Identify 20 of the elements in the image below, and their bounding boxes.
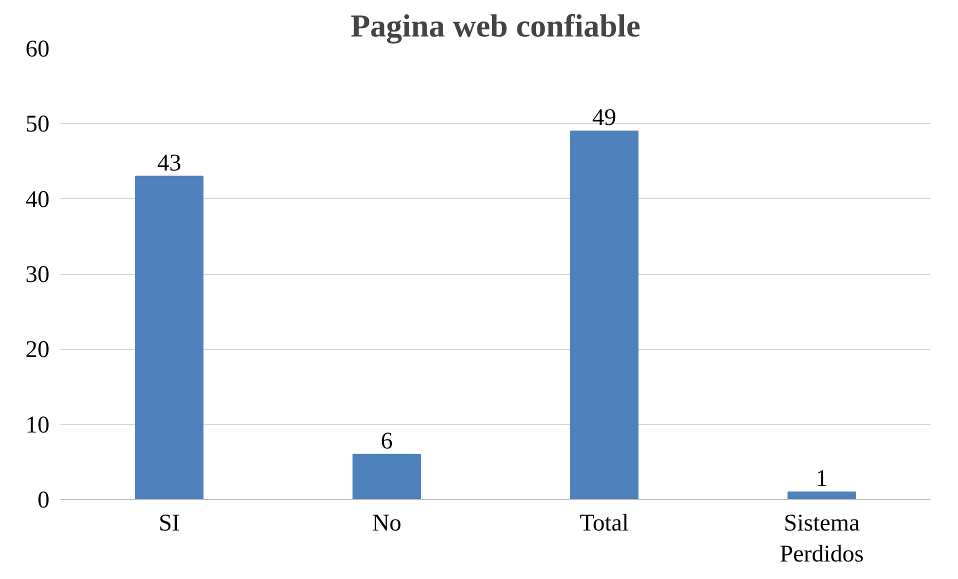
y-tick-label: 30 <box>26 262 50 288</box>
chart-title: Pagina web confiable <box>350 8 640 44</box>
x-tick-label: Sistema Perdidos <box>780 510 864 568</box>
bar <box>135 176 204 500</box>
data-label: 1 <box>816 466 828 492</box>
y-tick-label: 40 <box>26 186 50 213</box>
x-tick-label: SI <box>158 510 180 536</box>
y-tick-label: 0 <box>38 488 50 514</box>
bar <box>788 491 856 500</box>
bar <box>570 130 638 500</box>
x-tick-label: Total <box>580 510 630 536</box>
y-tick-label: 60 <box>26 36 50 62</box>
bar <box>352 454 421 500</box>
y-tick-label: 10 <box>26 412 50 438</box>
data-label: 6 <box>380 428 393 454</box>
data-label: 43 <box>157 150 182 176</box>
y-tick-label: 20 <box>26 337 50 364</box>
data-label: 49 <box>592 105 616 132</box>
x-tick-label: No <box>372 510 402 536</box>
y-tick-label: 50 <box>26 112 50 138</box>
